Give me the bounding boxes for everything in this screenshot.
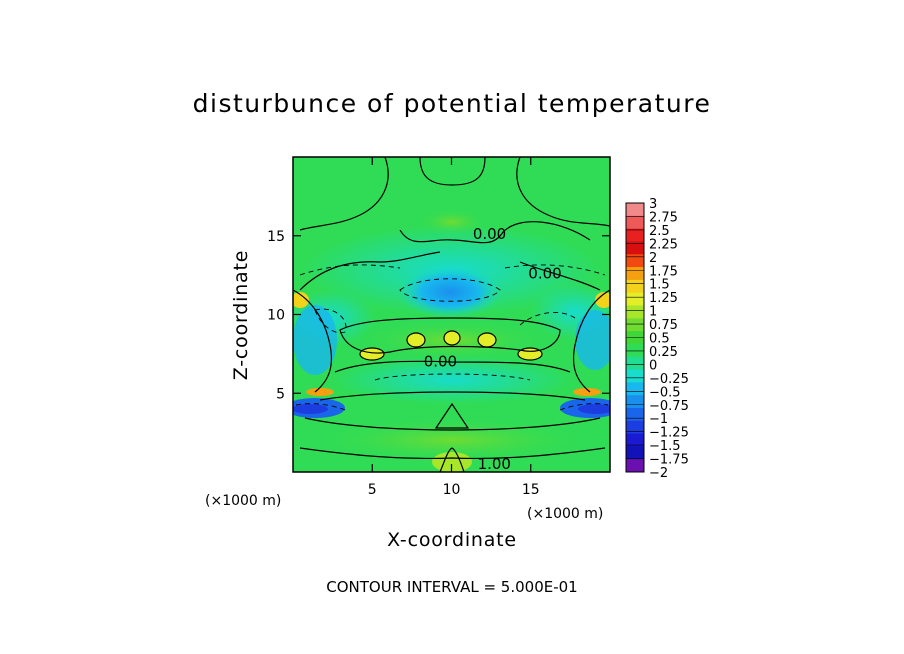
colorbar-label: −0.5 bbox=[649, 385, 681, 400]
colorbar-swatch bbox=[626, 420, 644, 435]
contours-dashed bbox=[295, 264, 609, 411]
colorbar-swatch bbox=[626, 267, 644, 281]
colorbar-swatch bbox=[626, 228, 644, 242]
spot-6 bbox=[293, 292, 309, 308]
y-tick-label: 15 bbox=[267, 229, 285, 245]
spot-1 bbox=[407, 333, 425, 347]
colorbar-label: 0.25 bbox=[649, 345, 678, 360]
contours-solid bbox=[293, 157, 610, 472]
colorbar-label: 1.75 bbox=[649, 264, 678, 279]
colorbar-swatch bbox=[626, 305, 644, 319]
colorbar-swatch bbox=[626, 215, 644, 230]
colorbar-swatch bbox=[626, 395, 644, 409]
colorbar-label: −1.25 bbox=[649, 426, 689, 441]
colorbar-label: −1.75 bbox=[649, 453, 689, 468]
colorbar-swatch bbox=[626, 241, 644, 255]
colorbar: 32.752.52.2521.751.51.2510.750.50.250−0.… bbox=[625, 197, 689, 481]
field-mid-cyan bbox=[332, 356, 572, 404]
y-axis-label: Z-coordinate bbox=[230, 250, 252, 380]
colorbar-swatch bbox=[626, 292, 644, 306]
spot-4 bbox=[360, 348, 384, 360]
spot-8 bbox=[306, 388, 334, 396]
colorbar-label: 2.5 bbox=[649, 224, 670, 239]
colorbar-swatch bbox=[626, 318, 644, 332]
y-unit-label: (×1000 m) bbox=[205, 493, 281, 509]
contour-label: 0.00 bbox=[424, 352, 457, 370]
colorbar-label: 2 bbox=[649, 251, 657, 266]
colorbar-label: −0.75 bbox=[649, 399, 689, 414]
colorbar-label: 0.5 bbox=[649, 332, 670, 347]
spot-7 bbox=[595, 292, 610, 308]
colorbar-label: −1.5 bbox=[649, 439, 681, 454]
colorbar-label: 1 bbox=[649, 305, 657, 320]
contour-label: 0.00 bbox=[528, 264, 561, 282]
colorbar-swatch bbox=[626, 382, 644, 396]
colorbar-swatch bbox=[626, 203, 644, 217]
plot-area bbox=[293, 157, 610, 472]
field-right-blue-core bbox=[578, 404, 610, 414]
colorbar-label: −1 bbox=[649, 412, 668, 427]
colorbar-swatch bbox=[626, 369, 644, 383]
contour-label: 1.00 bbox=[478, 455, 511, 473]
spot-9 bbox=[573, 388, 601, 396]
colorbar-label: 2.75 bbox=[649, 210, 678, 225]
x-unit-label: (×1000 m) bbox=[527, 506, 603, 522]
colorbar-label: −0.25 bbox=[649, 372, 689, 387]
colorbar-swatch bbox=[626, 433, 644, 447]
field-lower-green bbox=[312, 418, 592, 462]
colorbar-label: 0.75 bbox=[649, 318, 678, 333]
y-tick-label: 10 bbox=[267, 308, 285, 324]
colorbar-label: 2.25 bbox=[649, 237, 678, 252]
colorbar-swatch bbox=[626, 407, 644, 422]
y-tick-label: 5 bbox=[276, 386, 285, 402]
x-tick-label: 5 bbox=[368, 482, 377, 498]
x-axis-ticks: 5 10 15 bbox=[368, 157, 540, 498]
colorbar-swatch bbox=[626, 279, 644, 294]
colorbar-label: −2 bbox=[649, 466, 668, 481]
contour-interval-text: CONTOUR INTERVAL = 5.000E-01 bbox=[326, 578, 577, 596]
y-axis-ticks: 5 10 15 bbox=[267, 229, 610, 402]
chart-title: disturbunce of potential temperature bbox=[193, 89, 712, 118]
colorbar-label: 3 bbox=[649, 197, 657, 212]
x-axis-label: X-coordinate bbox=[387, 529, 517, 551]
field-left-cyan-lower bbox=[293, 305, 337, 375]
field-left-blue-core bbox=[293, 404, 328, 414]
spot-3 bbox=[478, 333, 496, 347]
x-tick-label: 15 bbox=[522, 482, 540, 498]
colorbar-label: 1.5 bbox=[649, 278, 670, 293]
spot-2 bbox=[444, 331, 460, 345]
colorbar-swatch bbox=[626, 459, 644, 473]
colorbar-swatch bbox=[626, 343, 644, 358]
colorbar-swatch bbox=[626, 254, 644, 268]
colorbar-swatch bbox=[626, 356, 644, 371]
field-upper-blue bbox=[398, 266, 502, 318]
colorbar-label: 0 bbox=[649, 358, 657, 373]
contour-label: 0.00 bbox=[473, 225, 506, 243]
contour-labels: 0.00 0.00 0.00 1.00 bbox=[424, 225, 562, 473]
x-tick-label: 10 bbox=[443, 482, 461, 498]
colorbar-swatch bbox=[626, 446, 644, 460]
field-right-cyan-lower bbox=[575, 310, 610, 370]
colorbar-label: 1.25 bbox=[649, 291, 678, 306]
